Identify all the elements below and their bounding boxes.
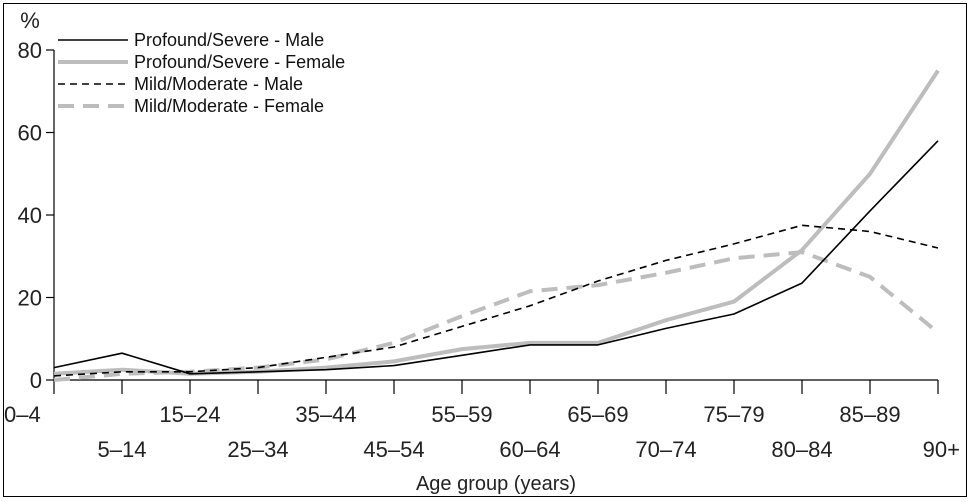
y-tick-label: 0 (30, 368, 42, 393)
series-line-1 (53, 140, 939, 375)
x-tick-label: 75–79 (703, 402, 764, 427)
x-axis-ticks: 0–4 5–14 15–24 25–34 35–44 45–54 55–59 60–64 65–… (4, 380, 960, 462)
legend-label: Profound/Severe - Female (134, 52, 345, 72)
y-tick-label: 80 (18, 38, 42, 63)
x-tick-label: 35–44 (295, 402, 356, 427)
legend-label: Profound/Severe - Male (134, 30, 324, 50)
x-tick-label: 85–89 (839, 402, 900, 427)
x-tick-label: 55–59 (431, 402, 492, 427)
y-tick-label: 60 (18, 121, 42, 146)
legend-label: Mild/Moderate - Female (134, 96, 324, 116)
x-tick-label: 5–14 (98, 437, 147, 462)
series-line-3 (53, 224, 939, 377)
legend-label: Mild/Moderate - Male (134, 74, 303, 94)
y-tick-label: 40 (18, 203, 42, 228)
y-tick-label: 20 (18, 286, 42, 311)
x-tick-label: 90+ (923, 437, 960, 462)
y-axis-ticks: 0 20 40 60 80 (18, 38, 54, 393)
x-tick-label: 65–69 (567, 402, 628, 427)
y-axis-title: % (20, 8, 40, 33)
x-tick-label: 70–74 (635, 437, 696, 462)
chart-frame (3, 3, 967, 497)
x-axis-title: Age group (years) (416, 473, 576, 495)
x-tick-label: 60–64 (499, 437, 560, 462)
x-tick-label: 25–34 (227, 437, 288, 462)
x-tick-label: 45–54 (363, 437, 424, 462)
series-line-2 (53, 69, 940, 376)
x-tick-label: 0–4 (4, 402, 41, 427)
x-tick-label: 15–24 (159, 402, 220, 427)
x-tick-label: 80–84 (771, 437, 832, 462)
series-line-4 (53, 250, 940, 382)
series-lines (53, 69, 940, 382)
